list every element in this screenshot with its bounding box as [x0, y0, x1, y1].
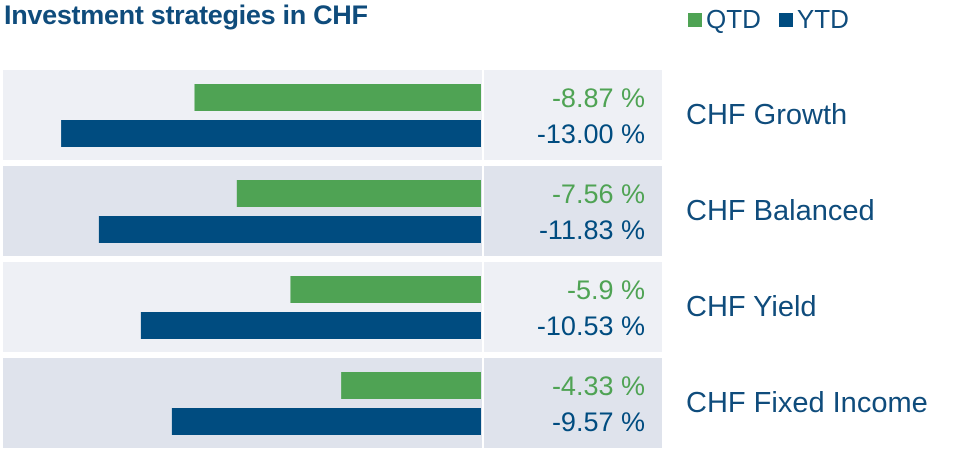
data-label-qtd: -4.33 %: [552, 371, 645, 401]
category-label: CHF Balanced: [686, 195, 875, 227]
legend-label-ytd: YTD: [796, 4, 849, 34]
legend-item-qtd: QTD: [688, 4, 761, 35]
bar-qtd: [341, 372, 481, 399]
category-label: CHF Growth: [686, 99, 847, 131]
bar-qtd: [290, 276, 481, 303]
data-label-qtd: -7.56 %: [552, 179, 645, 209]
legend: QTD YTD: [688, 4, 849, 35]
legend-swatch-ytd: [778, 12, 793, 27]
bar-ytd: [171, 408, 481, 435]
bar-qtd: [194, 84, 481, 111]
legend-item-ytd: YTD: [778, 4, 849, 35]
bar-ytd: [98, 216, 482, 243]
data-label-ytd: -9.57 %: [552, 407, 645, 437]
bar-qtd: [236, 180, 481, 207]
data-label-ytd: -13.00 %: [537, 119, 645, 149]
data-label-ytd: -10.53 %: [537, 311, 645, 341]
category-label: CHF Yield: [686, 291, 817, 323]
category-label: CHF Fixed Income: [686, 387, 928, 419]
data-label-ytd: -11.83 %: [539, 215, 645, 245]
legend-label-qtd: QTD: [706, 4, 761, 34]
chart-title: Investment strategies in CHF: [4, 0, 368, 30]
legend-swatch-qtd: [688, 12, 702, 27]
bar-ytd: [61, 120, 481, 147]
data-label-qtd: -8.87 %: [552, 83, 645, 113]
bar-ytd: [140, 312, 482, 339]
data-label-qtd: -5.9 %: [567, 275, 645, 305]
